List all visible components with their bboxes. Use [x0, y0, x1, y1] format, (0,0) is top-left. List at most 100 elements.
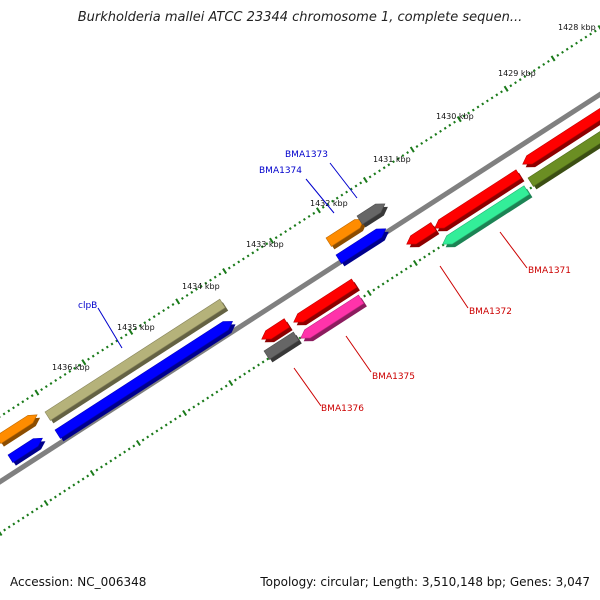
inner-minor-tick — [173, 417, 177, 421]
gene-blue-long-face — [54, 321, 233, 439]
outer-minor-tick — [331, 199, 334, 203]
outer-minor-tick — [476, 105, 480, 109]
inner-minor-tick — [26, 513, 30, 517]
outer-major-tick — [34, 389, 40, 396]
outer-minor-tick — [124, 333, 128, 337]
inner-minor-tick — [35, 507, 39, 511]
inner-minor-tick — [53, 495, 57, 499]
inner-major-tick — [0, 531, 3, 537]
inner-minor-tick — [178, 414, 182, 418]
outer-minor-tick — [307, 214, 311, 218]
outer-minor-tick — [500, 90, 503, 94]
outer-minor-tick — [21, 400, 25, 404]
gene-red-far-face — [522, 107, 600, 165]
gene-green-far[interactable] — [527, 124, 600, 190]
gene-blue-left[interactable] — [7, 437, 46, 466]
outer-minor-tick — [195, 287, 198, 291]
gene-red-small-2[interactable] — [261, 318, 293, 343]
inner-minor-tick — [21, 516, 25, 520]
outer-minor-tick — [54, 378, 58, 382]
outer-minor-tick — [7, 409, 11, 413]
inner-minor-tick — [12, 522, 16, 526]
gene-label-bma1372[interactable]: BMA1372 — [469, 307, 512, 317]
inner-minor-tick — [118, 453, 122, 457]
outer-minor-tick — [87, 357, 90, 361]
gene-green-far-face — [527, 131, 600, 187]
outer-minor-tick — [162, 309, 166, 313]
inner-minor-tick — [437, 246, 440, 250]
gene-bma1375-pink[interactable] — [300, 294, 367, 342]
inner-minor-tick — [257, 363, 260, 367]
outer-major-tick — [550, 55, 556, 62]
outer-major-tick — [362, 176, 368, 183]
kbp-label: 1428 kbp — [558, 23, 596, 32]
inner-minor-tick — [197, 402, 200, 406]
leader-line — [305, 178, 335, 214]
inner-minor-tick — [390, 276, 394, 280]
outer-minor-tick — [2, 412, 6, 416]
outer-tick-ruler — [0, 24, 600, 418]
outer-minor-tick — [434, 132, 438, 136]
outer-minor-tick — [429, 135, 433, 139]
outer-minor-tick — [340, 193, 344, 197]
inner-minor-tick — [160, 426, 163, 430]
kbp-label: 1436 kbp — [52, 363, 90, 372]
outer-minor-tick — [467, 111, 471, 115]
outer-minor-tick — [30, 394, 34, 398]
outer-minor-tick — [119, 336, 123, 340]
inner-minor-tick — [243, 372, 247, 376]
inner-minor-tick — [3, 528, 7, 532]
outer-minor-tick — [335, 196, 339, 200]
outer-minor-tick — [288, 227, 292, 231]
outer-minor-tick — [180, 296, 184, 300]
gene-bma1373-gray[interactable] — [356, 203, 388, 228]
gene-label-bma1376[interactable]: BMA1376 — [321, 404, 364, 414]
outer-minor-tick — [326, 202, 330, 206]
inner-minor-tick — [17, 519, 20, 523]
outer-minor-tick — [199, 284, 203, 288]
inner-minor-tick — [67, 486, 71, 490]
outer-minor-tick — [570, 44, 574, 48]
leader-line — [97, 307, 123, 349]
leader-line — [345, 335, 372, 373]
inner-minor-tick — [192, 405, 196, 409]
outer-major-tick — [409, 146, 415, 153]
inner-major-tick — [89, 469, 95, 477]
gene-red-far[interactable] — [522, 100, 600, 168]
inner-minor-tick — [127, 447, 131, 451]
gene-blue-long[interactable] — [54, 321, 236, 442]
inner-minor-tick — [395, 273, 399, 277]
gene-label-bma1374[interactable]: BMA1374 — [259, 166, 302, 176]
outer-minor-tick — [279, 233, 283, 237]
gene-bma1372-mint[interactable] — [442, 185, 533, 248]
label-leader-lines — [97, 162, 528, 407]
inner-minor-tick — [261, 360, 265, 364]
outer-major-tick — [81, 359, 87, 366]
gene-bma1371-red[interactable] — [434, 169, 525, 232]
gene-bma1375-red[interactable] — [293, 278, 360, 326]
gene-blue-mid[interactable] — [335, 228, 389, 267]
outer-minor-tick — [392, 160, 395, 164]
inner-minor-tick — [63, 489, 67, 493]
gene-red-small-1[interactable] — [406, 222, 440, 248]
map-title: Burkholderia mallei ATCC 23344 chromosom… — [77, 10, 523, 25]
gene-bma1371-red-face — [434, 169, 522, 229]
outer-minor-tick — [537, 66, 541, 69]
gene-label-bma1371[interactable]: BMA1371 — [528, 266, 571, 276]
inner-minor-tick — [100, 465, 103, 469]
inner-minor-tick — [409, 264, 413, 268]
inner-major-tick — [43, 499, 49, 507]
outer-minor-tick — [378, 169, 381, 173]
inner-minor-tick — [215, 390, 219, 394]
inner-minor-tick — [95, 468, 99, 472]
gene-bma1376-gray[interactable] — [263, 331, 302, 363]
outer-minor-tick — [49, 382, 53, 385]
gene-clpb-olive[interactable] — [44, 298, 229, 424]
gene-orange-left[interactable] — [0, 414, 41, 447]
gene-label-bma1373[interactable]: BMA1373 — [285, 150, 328, 160]
gene-label-clpb[interactable]: clpB — [78, 301, 97, 311]
gene-label-bma1375[interactable]: BMA1375 — [372, 372, 415, 382]
inner-minor-tick — [381, 282, 385, 286]
